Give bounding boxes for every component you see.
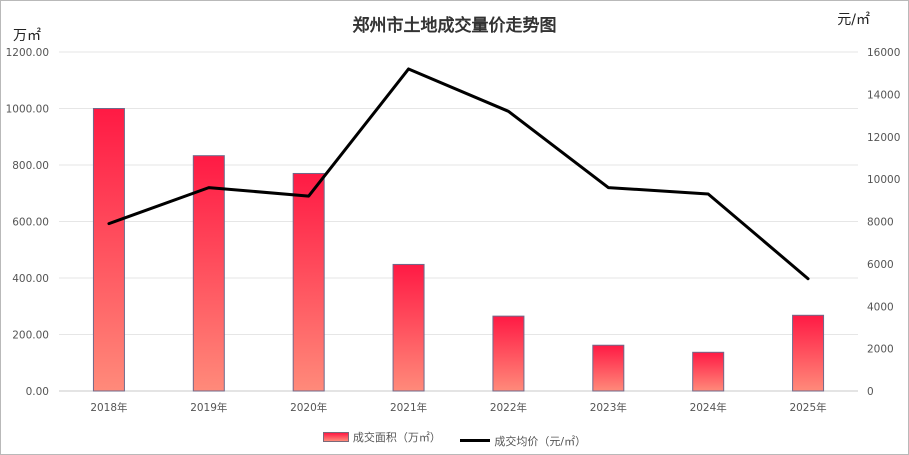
legend-label-area: 成交面积（万㎡） [352,431,441,444]
x-tick-label: 2019年 [190,401,227,414]
bar [792,314,825,392]
y-axis-unit-right: 元/㎡ [837,12,870,28]
y2-tick-label: 8000 [867,217,894,229]
bar-series [92,108,825,392]
legend: 成交面积（万㎡） 成交均价（元/㎡） [1,429,908,449]
y2-tick-label: 10000 [867,174,900,186]
y-tick-label: 1200.00 [6,47,49,59]
x-tick-label: 2020年 [290,401,327,414]
bar [492,315,525,392]
x-tick-label: 2023年 [590,401,627,414]
bar [292,172,325,392]
legend-item-area: 成交面积（万㎡） [322,429,441,445]
legend-label-price: 成交均价（元/㎡） [494,434,587,448]
bar [392,263,425,392]
y2-tick-label: 4000 [867,301,894,313]
x-tick-label: 2024年 [690,401,727,414]
y2-tick-label: 14000 [867,89,900,101]
grid-lines [59,51,858,392]
legend-swatch-line [460,439,491,442]
y-tick-label: 1000.00 [6,104,49,116]
legend-swatch-bar [322,432,349,442]
line-series [107,67,810,281]
y2-tick-label: 16000 [867,47,900,59]
y2-tick-label: 6000 [867,259,894,271]
bar [692,351,725,392]
x-tick-label: 2021年 [390,401,427,414]
x-tick-label: 2018年 [90,401,127,414]
y2-tick-label: 0 [867,386,874,398]
bar [592,344,625,392]
y-tick-label: 600.00 [12,217,49,229]
y-axis-unit-left: 万㎡ [13,28,41,44]
y-tick-label: 200.00 [12,330,49,342]
y2-tick-label: 2000 [867,344,894,356]
y-tick-label: 400.00 [12,273,49,285]
chart-title: 郑州市土地成交量价走势图 [352,16,557,36]
price-line [107,67,810,281]
y-tick-label: 800.00 [12,160,49,172]
legend-item-price: 成交均价（元/㎡） [460,433,586,449]
bar [192,155,225,392]
y-tick-label: 0.00 [26,386,49,398]
y2-tick-label: 12000 [867,132,900,144]
x-tick-label: 2022年 [490,401,527,414]
bar [92,108,125,392]
x-tick-label: 2025年 [789,401,826,414]
axis-ticks: 0.00 200.00 400.00 600.00 800.00 1000.00 1200.… [6,47,901,414]
